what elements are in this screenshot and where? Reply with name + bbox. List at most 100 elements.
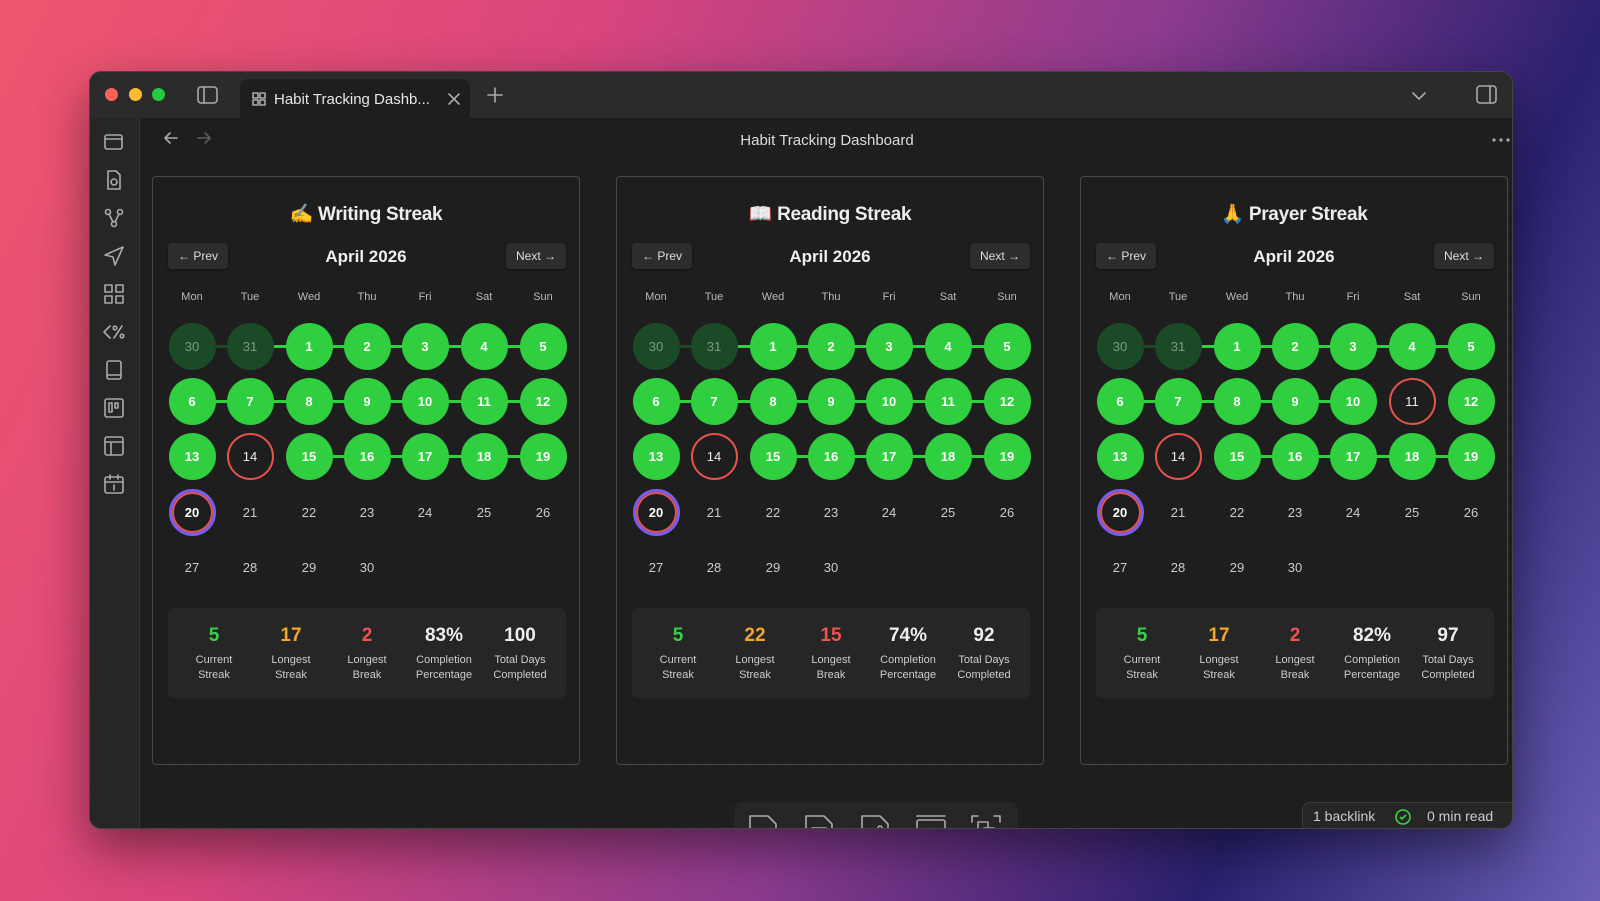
- day-cell[interactable]: 19: [983, 432, 1031, 480]
- ribbon-icon[interactable]: [104, 208, 124, 228]
- day-cell[interactable]: 8: [285, 377, 333, 425]
- day-cell[interactable]: 2: [343, 322, 391, 370]
- day-cell[interactable]: 23: [1287, 504, 1303, 520]
- day-cell[interactable]: 19: [1447, 432, 1495, 480]
- day-cell[interactable]: 24: [417, 504, 433, 520]
- day-cell[interactable]: 9: [807, 377, 855, 425]
- day-cell[interactable]: 21: [1170, 504, 1186, 520]
- day-cell[interactable]: 21: [242, 504, 258, 520]
- prev-button[interactable]: ← Prev: [1096, 243, 1156, 269]
- add-card[interactable]: [748, 814, 778, 829]
- day-cell[interactable]: 29: [1229, 559, 1245, 575]
- day-cell[interactable]: 16: [343, 432, 391, 480]
- day-cell[interactable]: 17: [401, 432, 449, 480]
- active-tab[interactable]: Habit Tracking Dashb...: [240, 79, 470, 118]
- day-cell[interactable]: 30: [1287, 559, 1303, 575]
- ribbon-icon[interactable]: [104, 246, 124, 266]
- day-cell[interactable]: 11: [460, 377, 508, 425]
- day-cell[interactable]: 11: [1388, 377, 1436, 425]
- day-cell[interactable]: 28: [242, 559, 258, 575]
- day-cell[interactable]: 13: [632, 432, 680, 480]
- day-cell[interactable]: 28: [706, 559, 722, 575]
- day-cell[interactable]: 24: [1345, 504, 1361, 520]
- sidebar-toggle[interactable]: [196, 85, 220, 105]
- day-cell[interactable]: 3: [865, 322, 913, 370]
- ribbon-icon[interactable]: [104, 398, 124, 418]
- day-cell[interactable]: 7: [226, 377, 274, 425]
- day-cell[interactable]: 23: [823, 504, 839, 520]
- day-cell[interactable]: 25: [940, 504, 956, 520]
- day-cell[interactable]: 22: [301, 504, 317, 520]
- day-cell[interactable]: 6: [168, 377, 216, 425]
- new-tab[interactable]: [487, 87, 503, 103]
- day-cell[interactable]: 15: [1213, 432, 1261, 480]
- day-cell[interactable]: 10: [401, 377, 449, 425]
- ribbon-icon[interactable]: [104, 170, 124, 190]
- day-cell[interactable]: 27: [648, 559, 664, 575]
- day-cell[interactable]: 15: [285, 432, 333, 480]
- day-cell[interactable]: 14: [226, 432, 274, 480]
- add-media[interactable]: [860, 814, 890, 829]
- day-cell[interactable]: 6: [1096, 377, 1144, 425]
- day-cell[interactable]: 12: [1447, 377, 1495, 425]
- day-cell[interactable]: 12: [983, 377, 1031, 425]
- day-cell[interactable]: 1: [285, 322, 333, 370]
- day-cell[interactable]: 1: [749, 322, 797, 370]
- day-cell[interactable]: 5: [1447, 322, 1495, 370]
- day-cell[interactable]: 15: [749, 432, 797, 480]
- day-cell[interactable]: 5: [983, 322, 1031, 370]
- prev-button[interactable]: ← Prev: [168, 243, 228, 269]
- day-cell[interactable]: 10: [865, 377, 913, 425]
- day-cell[interactable]: 18: [1388, 432, 1436, 480]
- day-cell[interactable]: 4: [460, 322, 508, 370]
- day-cell[interactable]: 3: [1329, 322, 1377, 370]
- day-cell[interactable]: 26: [999, 504, 1015, 520]
- day-cell[interactable]: 22: [765, 504, 781, 520]
- next-button[interactable]: Next →: [970, 243, 1030, 269]
- sync-status[interactable]: [1395, 809, 1411, 825]
- day-cell[interactable]: 22: [1229, 504, 1245, 520]
- day-cell[interactable]: 27: [184, 559, 200, 575]
- day-cell[interactable]: 18: [460, 432, 508, 480]
- day-cell[interactable]: 16: [807, 432, 855, 480]
- day-cell[interactable]: 31: [226, 322, 274, 370]
- ribbon-icon[interactable]: [104, 474, 124, 494]
- day-cell[interactable]: 4: [1388, 322, 1436, 370]
- day-cell[interactable]: 25: [476, 504, 492, 520]
- day-cell[interactable]: 14: [690, 432, 738, 480]
- day-cell[interactable]: 30: [823, 559, 839, 575]
- day-cell[interactable]: 1: [1213, 322, 1261, 370]
- day-cell[interactable]: 30: [359, 559, 375, 575]
- day-cell[interactable]: 2: [1271, 322, 1319, 370]
- day-cell[interactable]: 21: [706, 504, 722, 520]
- day-cell[interactable]: 5: [519, 322, 567, 370]
- day-cell[interactable]: 17: [1329, 432, 1377, 480]
- day-cell[interactable]: 2: [807, 322, 855, 370]
- ribbon-icon[interactable]: [103, 322, 127, 342]
- ribbon-icon[interactable]: [104, 132, 124, 152]
- day-cell[interactable]: 17: [865, 432, 913, 480]
- minimize-button[interactable]: [129, 88, 142, 101]
- right-sidebar-toggle[interactable]: [1476, 85, 1498, 105]
- add-group[interactable]: [970, 814, 1002, 829]
- day-cell[interactable]: 11: [924, 377, 972, 425]
- ribbon-icon[interactable]: [104, 360, 124, 380]
- forward-button[interactable]: [197, 132, 211, 144]
- day-cell[interactable]: 4: [924, 322, 972, 370]
- day-cell[interactable]: 12: [519, 377, 567, 425]
- day-cell[interactable]: 6: [632, 377, 680, 425]
- day-cell[interactable]: 30: [1096, 322, 1144, 370]
- day-cell[interactable]: 24: [881, 504, 897, 520]
- add-note[interactable]: [804, 814, 834, 829]
- day-cell[interactable]: 20: [1096, 488, 1144, 536]
- next-button[interactable]: Next →: [506, 243, 566, 269]
- day-cell[interactable]: 29: [301, 559, 317, 575]
- day-cell[interactable]: 26: [535, 504, 551, 520]
- day-cell[interactable]: 8: [749, 377, 797, 425]
- day-cell[interactable]: 14: [1154, 432, 1202, 480]
- day-cell[interactable]: 9: [1271, 377, 1319, 425]
- tab-list[interactable]: [1412, 91, 1426, 101]
- day-cell[interactable]: 20: [168, 488, 216, 536]
- day-cell[interactable]: 30: [632, 322, 680, 370]
- close-button[interactable]: [105, 88, 118, 101]
